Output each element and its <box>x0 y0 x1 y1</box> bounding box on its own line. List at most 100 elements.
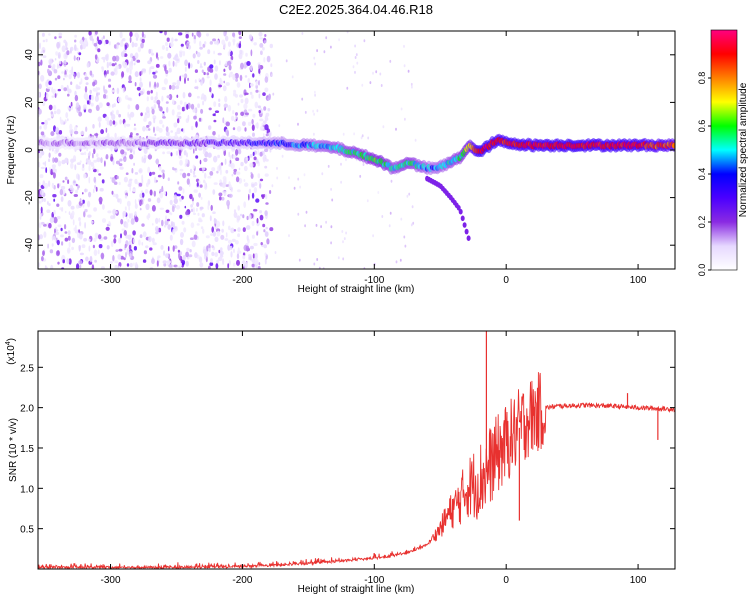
spectrogram-noise-speck <box>171 37 174 43</box>
spectrogram-noise-speck <box>247 79 250 83</box>
spectrogram-noise-speck <box>243 201 247 208</box>
spectrogram-noise-speck <box>223 31 227 37</box>
spectrogram-noise-speck <box>410 223 413 227</box>
spectrogram-noise-speck <box>220 234 225 240</box>
spectrogram-noise-speck <box>214 252 218 258</box>
spectrogram-noise-speck <box>216 39 220 46</box>
spectrogram-noise-speck <box>178 149 182 157</box>
spectrogram-noise-speck <box>181 74 185 78</box>
spectrogram-noise-speck <box>70 72 74 76</box>
spectrogram-noise-speck <box>56 41 60 49</box>
spectrogram-noise-speck <box>257 266 261 269</box>
spectrogram-noise-speck <box>264 87 269 93</box>
spectrogram-noise-speck <box>53 125 56 132</box>
spectrogram-noise-speck <box>228 64 232 71</box>
spectrogram-noise-speck <box>256 217 259 224</box>
spectrogram-noise-speck <box>213 219 218 224</box>
spectrogram-noise-speck <box>167 177 170 181</box>
spectrogram-noise-speck <box>121 153 125 158</box>
spectrogram-noise-speck <box>74 44 77 51</box>
spectrogram-noise-speck <box>80 152 85 156</box>
spectrogram-noise-speck <box>212 38 217 42</box>
spectrogram-noise-speck <box>157 255 161 258</box>
spectrogram-noise-speck <box>216 230 221 237</box>
spectrogram-noise-speck <box>389 59 392 63</box>
spectrogram-noise-speck <box>82 104 87 110</box>
colorbar-gradient <box>711 30 737 270</box>
spectrogram-noise-speck <box>244 112 249 116</box>
spectrogram-noise-speck <box>209 41 213 45</box>
spectrogram-noise-speck <box>214 236 219 242</box>
spectrogram-noise-speck <box>144 114 148 119</box>
spectrogram-noise-speck <box>235 78 239 82</box>
spectrogram-noise-speck <box>141 31 144 38</box>
spectrogram-noise-speck <box>112 159 115 166</box>
spectrogram-noise-speck <box>404 117 406 121</box>
spectrogram-noise-speck <box>103 40 106 46</box>
spectrogram-noise-speck <box>258 64 261 70</box>
spectrogram-noise-speck <box>257 173 261 179</box>
spectrogram-noise-speck <box>403 64 406 68</box>
spectrogram-noise-speck <box>156 82 159 88</box>
spectrogram-noise-speck <box>410 82 413 86</box>
spectrogram-noise-speck <box>186 152 188 158</box>
spectrogram-noise-speck <box>63 77 65 81</box>
spectrogram-noise-speck <box>248 214 252 220</box>
spectrogram-noise-speck <box>134 211 137 217</box>
spectrogram-noise-speck <box>127 104 131 110</box>
spectrogram-noise-speck <box>41 46 46 54</box>
spectrogram-noise-speck <box>151 223 154 226</box>
svg-text:(x104): (x104) <box>5 338 17 365</box>
spectrogram-noise-speck <box>151 171 156 175</box>
spectrogram-noise-speck <box>110 71 115 76</box>
spectrogram-noise-speck <box>249 154 253 158</box>
spectrogram-noise-speck <box>213 155 218 163</box>
spectrogram-noise-speck <box>316 109 319 113</box>
spectrogram-noise-speck <box>269 190 272 194</box>
spectrogram-noise-speck <box>263 57 266 63</box>
spectrogram-noise-speck <box>245 52 248 57</box>
spectrogram-noise-speck <box>130 212 133 220</box>
spectrogram-noise-speck <box>76 263 80 269</box>
spectrogram-noise-speck <box>259 37 264 40</box>
spectrogram-noise-speck <box>40 206 43 213</box>
spectrogram-noise-speck <box>162 151 166 155</box>
spectrogram-noise-speck <box>266 238 270 245</box>
spectrogram-noise-speck <box>167 52 172 59</box>
spectrogram-noise-speck <box>228 260 231 266</box>
spectrogram-noise-speck <box>68 258 72 265</box>
spectrogram-noise-speck <box>155 70 158 74</box>
spectrogram-noise-speck <box>160 56 164 59</box>
spectrogram-noise-speck <box>51 182 55 189</box>
spectrogram-noise-speck <box>53 216 58 224</box>
spectrogram-noise-speck <box>341 230 344 233</box>
spectrogram-noise-speck <box>131 168 134 174</box>
spectrogram-noise-speck <box>363 39 366 43</box>
spectrogram-noise-speck <box>104 39 109 45</box>
spectrogram-noise-speck <box>45 38 48 43</box>
spectrogram-noise-speck <box>230 55 234 61</box>
spectrogram-noise-speck <box>216 220 221 228</box>
spectrogram-noise-speck <box>46 86 51 90</box>
spectrogram-noise-speck <box>202 228 205 234</box>
spectrogram-noise-speck <box>163 263 167 267</box>
spectrogram-noise-speck <box>129 185 131 192</box>
spectrogram-noise-speck <box>115 160 121 165</box>
spectrogram-noise-speck <box>160 245 164 250</box>
spectrogram-noise-speck <box>156 99 161 105</box>
spectrogram-noise-speck <box>196 182 199 187</box>
spectrogram-noise-speck <box>50 264 54 269</box>
spectrogram-noise-speck <box>125 234 130 239</box>
spectrogram-noise-speck <box>75 102 80 108</box>
spectrogram-noise-speck <box>206 76 210 79</box>
spectrogram-noise-speck <box>114 124 116 127</box>
spectrogram-noise-speck <box>48 104 53 111</box>
spectrogram-noise-speck <box>112 193 117 198</box>
spectrogram-noise-speck <box>105 154 109 160</box>
spectrogram-noise-speck <box>94 133 99 136</box>
colorbar-ticks: 0.0 0.2 0.4 0.6 0.8 <box>697 72 711 276</box>
snr-y-multiplier-exp: 4 <box>5 341 12 345</box>
spectrogram-noise-speck <box>338 38 340 42</box>
spectrogram-noise-speck <box>227 51 231 57</box>
